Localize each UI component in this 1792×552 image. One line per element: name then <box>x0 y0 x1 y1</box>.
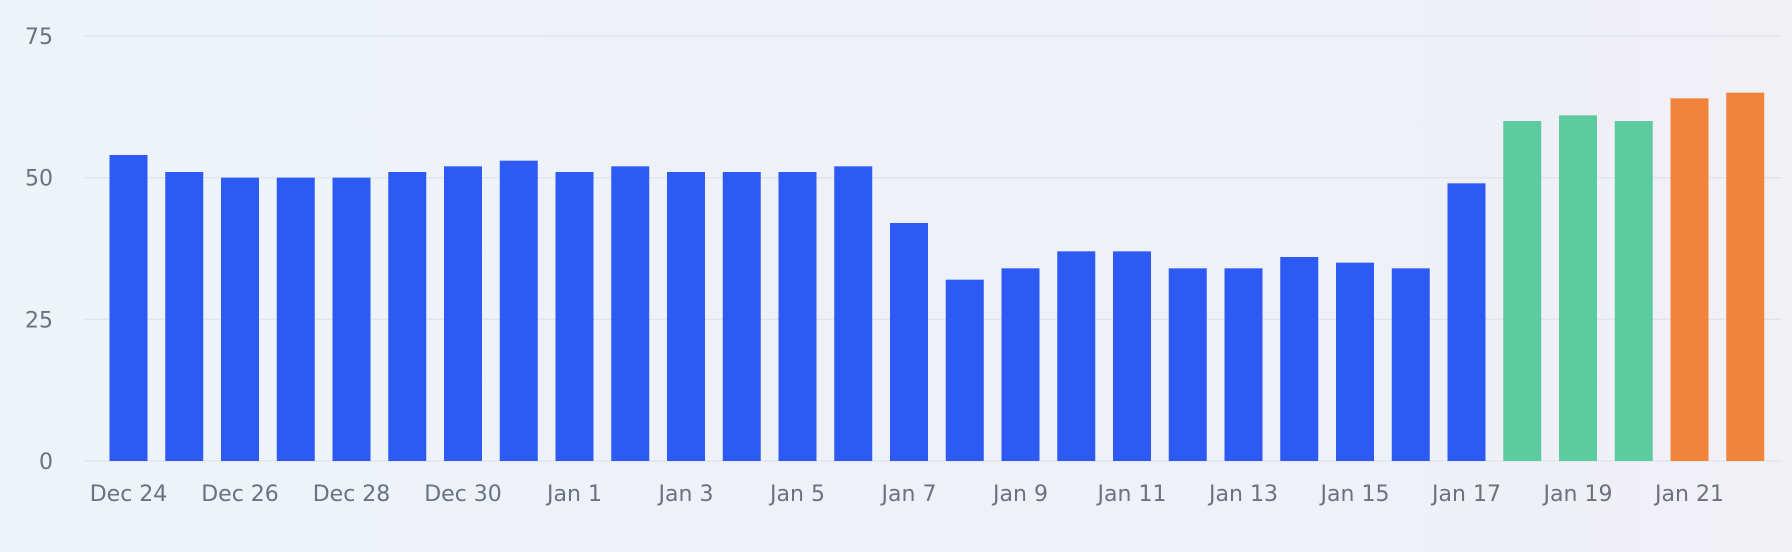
x-tick-label: Jan 3 <box>657 482 714 507</box>
y-axis-labels: 0 25 50 75 <box>25 25 53 475</box>
x-tick-label: Jan 13 <box>1207 482 1278 507</box>
bar-dec-27 <box>276 177 315 462</box>
bar-jan-22 <box>1726 92 1765 462</box>
x-tick-label: Dec 28 <box>313 482 391 507</box>
bar-jan-15 <box>1336 262 1374 461</box>
x-tick-label: Dec 26 <box>201 482 279 507</box>
bar-jan-1 <box>555 172 594 461</box>
x-tick-label: Jan 17 <box>1430 482 1501 507</box>
x-tick-label: Jan 11 <box>1096 482 1167 507</box>
y-tick-label: 0 <box>39 450 53 475</box>
x-tick-label: Jan 9 <box>991 482 1048 507</box>
y-tick-label: 75 <box>25 25 53 50</box>
x-tick-label: Dec 24 <box>90 482 168 507</box>
bar-jan-2 <box>611 166 650 461</box>
bars <box>109 92 1765 462</box>
y-tick-label: 25 <box>25 308 53 333</box>
x-tick-label: Jan 15 <box>1319 482 1390 507</box>
bar-dec-31 <box>499 160 538 462</box>
x-axis-labels: Dec 24 Dec 26 Dec 28 Dec 30 Jan 1 Jan 3 Jan 5 J… <box>90 482 1724 507</box>
bar-jan-5 <box>778 172 817 461</box>
bar-jan-10 <box>1057 251 1096 461</box>
bar-dec-26 <box>221 177 259 462</box>
bar-jan-9 <box>1001 268 1040 461</box>
bar-jan-8 <box>945 279 984 461</box>
bar-jan-11 <box>1113 251 1151 461</box>
bar-jan-17 <box>1447 183 1486 461</box>
x-tick-label: Dec 30 <box>424 482 502 507</box>
x-tick-label: Jan 5 <box>768 482 825 507</box>
bar-dec-29 <box>388 172 427 461</box>
bar-jan-6 <box>834 166 873 461</box>
bar-jan-7 <box>890 223 928 461</box>
x-tick-label: Jan 1 <box>545 482 602 507</box>
y-tick-label: 50 <box>25 167 53 192</box>
bar-dec-28 <box>332 177 371 462</box>
bar-dec-24 <box>109 155 148 461</box>
bar-jan-18 <box>1503 121 1542 461</box>
bar-jan-3 <box>667 172 705 461</box>
bar-jan-14 <box>1280 257 1319 461</box>
bar-jan-19 <box>1559 115 1597 461</box>
bar-jan-20 <box>1614 121 1653 461</box>
bar-dec-25 <box>165 172 204 461</box>
bar-jan-16 <box>1391 268 1430 461</box>
bar-jan-13 <box>1224 268 1263 461</box>
x-tick-label: Jan 19 <box>1542 482 1613 507</box>
x-tick-label: Jan 21 <box>1653 482 1724 507</box>
bar-jan-4 <box>722 172 761 461</box>
bar-jan-12 <box>1168 268 1207 461</box>
x-tick-label: Jan 7 <box>880 482 937 507</box>
bar-jan-21 <box>1670 98 1709 461</box>
bar-dec-30 <box>444 166 482 461</box>
